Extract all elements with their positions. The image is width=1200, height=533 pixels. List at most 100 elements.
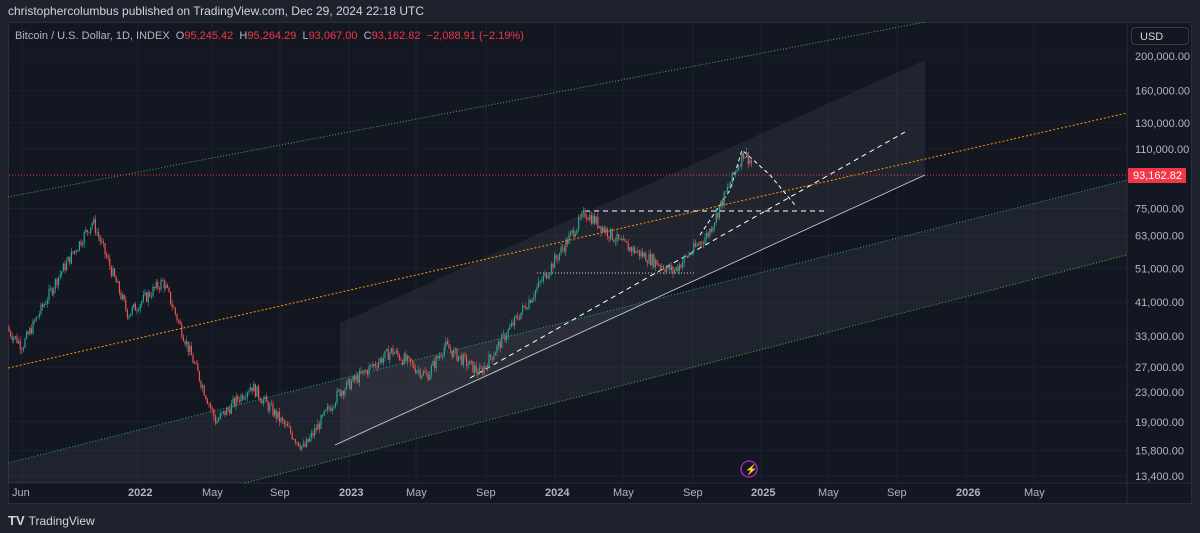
candle-body [336,390,338,403]
candle-body [696,244,698,247]
candle-body [371,365,373,367]
candle-body [157,281,159,289]
candle-body [333,406,335,408]
candle-body [282,417,284,421]
candle-body [362,370,364,373]
candle-body [269,404,271,411]
candle-body [608,236,610,239]
chart-pane[interactable] [8,22,1192,504]
candle-body [542,275,544,281]
open-value: 95,245.42 [184,30,234,42]
candle-body [458,356,460,361]
candle-body [259,397,261,402]
candle-body [392,348,394,355]
candle-body [99,237,101,242]
candle-body [408,355,410,358]
candle-body [211,407,213,410]
candle-body [323,410,325,416]
candle-body [453,349,455,357]
candle-body [51,288,53,295]
candle-body [410,357,412,363]
candle-body [224,410,226,416]
low-label: L [302,30,309,42]
candle-body [579,217,581,219]
candle-body [206,399,208,404]
candle-body [318,423,320,429]
candle-body [581,213,583,218]
candle-body [302,443,304,446]
candle-body [165,284,167,289]
candle-body [461,355,463,365]
candle-body [491,357,493,360]
candle-body [494,352,496,356]
candle-body [557,258,559,260]
candle-body [18,340,20,344]
candle-body [688,254,690,258]
candle-body [533,297,535,300]
time-tick: Sep [683,487,703,499]
candle-body [344,389,346,396]
high-label: H [239,30,248,42]
candle-body [517,315,519,319]
candle-body [554,255,556,268]
currency-button[interactable]: USD [1131,27,1189,45]
candle-body [474,365,476,373]
projection-path [699,149,796,236]
candle-body [69,256,71,264]
candle-body [429,374,431,381]
candle-body [173,306,175,308]
candle-body [560,247,562,254]
candle-body [317,423,319,431]
candle-body [334,402,336,407]
candle-body [242,394,244,400]
candle-body [325,409,327,411]
candle-body [576,229,578,235]
candle-body [88,231,90,233]
candle-body [602,227,604,232]
last-price-label: 93,162.82 [1133,170,1182,182]
candle-body [515,315,517,317]
candle-body [322,415,324,416]
candle-body [510,322,512,327]
candle-body [666,267,668,272]
lightning-icon: ⚡ [745,463,757,476]
candle-body [717,212,719,218]
price-tick: 110,000.00 [1135,144,1189,156]
candle-body [739,166,741,167]
candle-body [526,308,528,310]
candle-body [218,419,220,422]
candle-body [723,191,725,206]
candle-body [70,251,72,264]
candle-body [285,423,287,425]
candle-body [91,223,93,228]
candle-body [262,399,264,404]
candle-body [146,292,148,302]
candle-body [154,287,156,289]
candle-body [86,229,88,232]
candle-body [37,316,39,318]
candle-body [469,360,471,365]
candle-body [490,354,492,358]
candle-body [152,287,154,297]
candle-body [699,241,701,245]
candle-body [637,250,639,252]
candle-body [603,227,605,233]
candle-body [630,247,632,252]
candle-body [405,353,407,362]
candle-body [304,443,306,447]
candle-body [354,376,356,380]
candle-body [195,363,197,364]
candle-body [566,239,568,244]
shaded-rectangle [340,60,925,445]
candle-body [19,340,21,349]
channel-top-line [7,21,926,198]
publisher-line: christophercolumbus published on Trading… [8,4,425,18]
candle-body [498,341,500,346]
close-value: 93,162.82 [371,30,421,42]
candle-body [488,354,490,369]
candle-body [432,361,434,366]
candle-body [251,387,253,392]
candle-body [706,232,708,238]
candle-body [725,191,727,193]
